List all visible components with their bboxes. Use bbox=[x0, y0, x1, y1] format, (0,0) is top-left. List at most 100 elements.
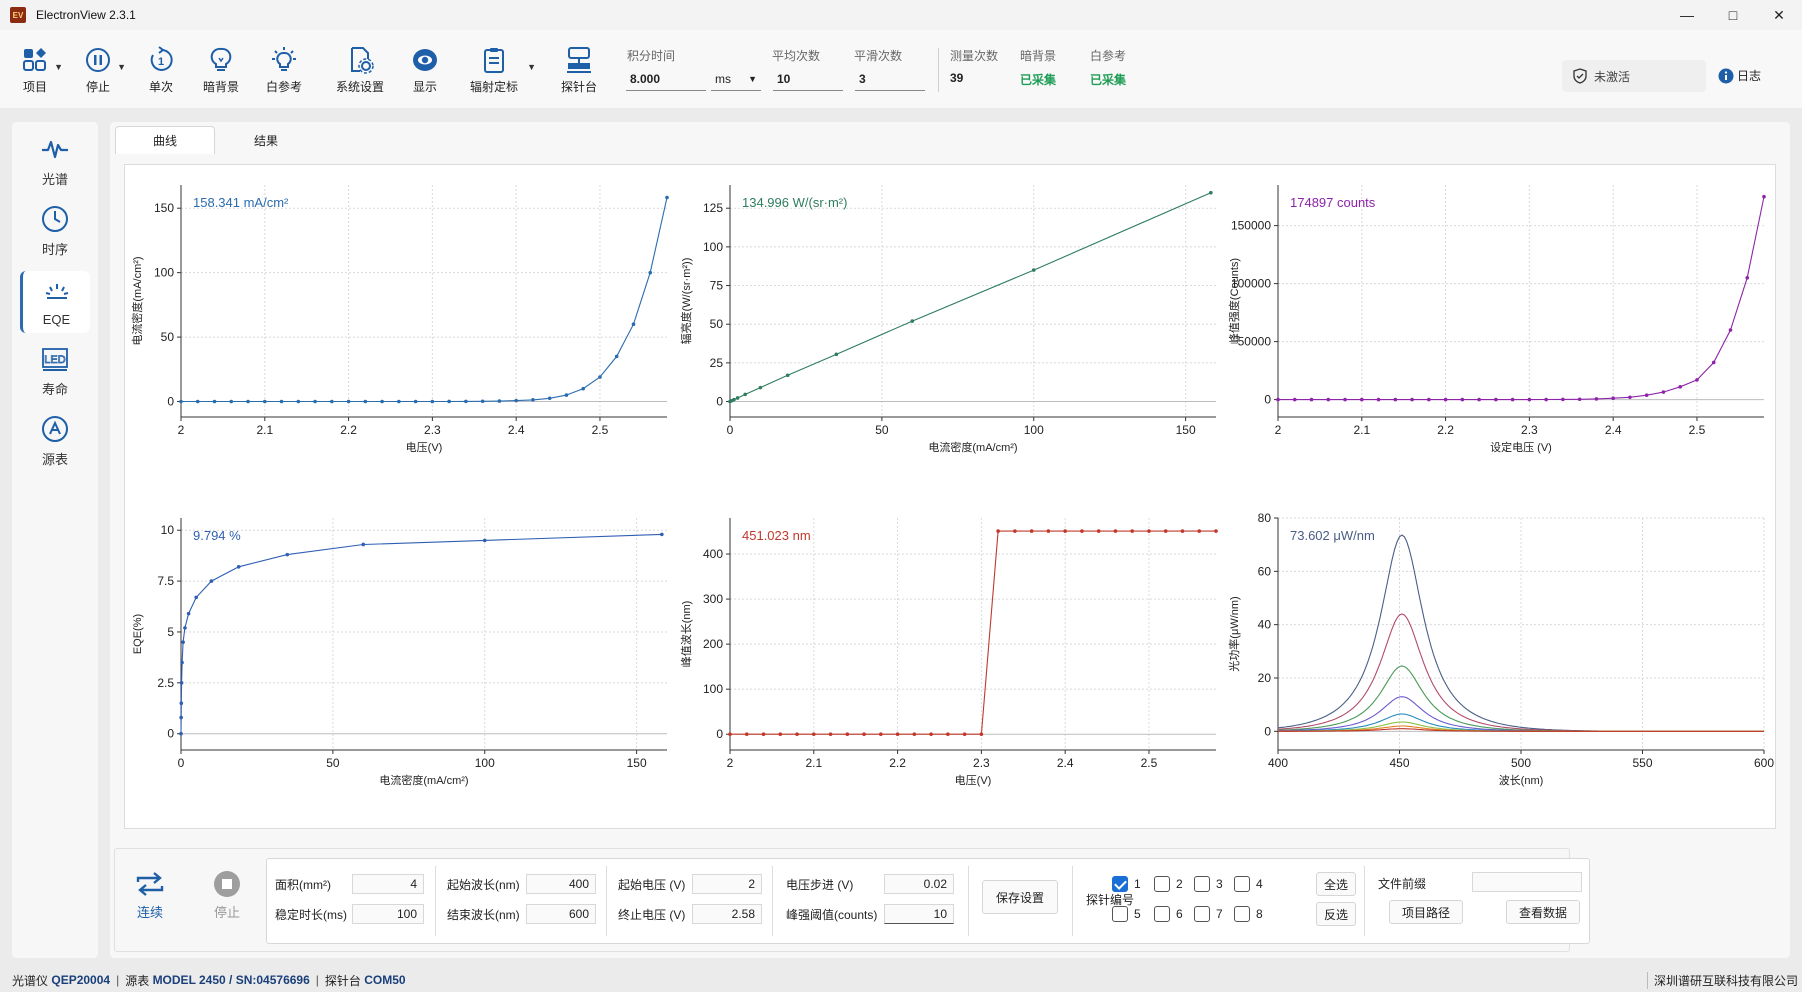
y-tick-label: 20 bbox=[1258, 671, 1272, 685]
area-input[interactable]: 4 bbox=[352, 874, 424, 894]
radiometric-calibration-button[interactable]: 辐射定标 ▼ bbox=[464, 46, 536, 95]
probe-checkbox-6[interactable] bbox=[1154, 906, 1170, 922]
value-readout: 9.794 % bbox=[193, 528, 241, 543]
probe-checkbox-3[interactable] bbox=[1194, 876, 1210, 892]
chart-optical-power[interactable]: 400 450 500 550 600 0 20 40 60 80 波长(nm) 光功率(μW/nm)… bbox=[1226, 506, 1776, 836]
integration-unit-select[interactable]: ms ▼ bbox=[711, 67, 761, 91]
x-tick-label: 2.3 bbox=[424, 423, 441, 437]
spectrometer-value: QEP20004 bbox=[51, 973, 111, 987]
single-button[interactable]: 1 单次 bbox=[131, 46, 191, 95]
data-point bbox=[464, 399, 468, 404]
start-wavelength-input[interactable]: 400 bbox=[526, 874, 596, 894]
series-line bbox=[1278, 728, 1764, 732]
system-settings-button[interactable]: 系统设置 bbox=[330, 46, 390, 95]
chart-eqe[interactable]: 0 50 100 150 0 2.5 5 7.5 10 电流密度(mA/cm²) EQE(%) 9.7… bbox=[129, 506, 679, 836]
parameter-group bbox=[266, 858, 1590, 944]
probe-checkbox-5[interactable] bbox=[1112, 906, 1128, 922]
stop-button[interactable]: 停止 ▼ bbox=[68, 46, 128, 95]
select-all-button[interactable]: 全选 bbox=[1316, 872, 1356, 896]
source-meter-icon bbox=[42, 415, 68, 442]
stable-time-input[interactable]: 100 bbox=[352, 904, 424, 924]
display-button[interactable]: 显示 bbox=[395, 46, 455, 95]
probe-checkbox-8[interactable] bbox=[1234, 906, 1250, 922]
invert-selection-button[interactable]: 反选 bbox=[1316, 902, 1356, 926]
data-point bbox=[564, 393, 569, 397]
peak-threshold-input[interactable]: 10 bbox=[884, 904, 954, 924]
probe-station-status-label: 探针台 bbox=[324, 973, 361, 988]
y-tick-label: 40 bbox=[1258, 618, 1272, 632]
data-point bbox=[1494, 397, 1498, 402]
data-point bbox=[1163, 529, 1168, 533]
tab-label: 曲线 bbox=[152, 134, 177, 148]
continuous-button[interactable]: 连续 bbox=[130, 870, 170, 921]
value-readout: 134.996 W/(sr·m²) bbox=[742, 195, 847, 210]
probe-station-button[interactable]: 探针台 bbox=[549, 46, 609, 95]
x-tick-label: 400 bbox=[1268, 756, 1288, 770]
series-line bbox=[1277, 534, 1764, 732]
stable-time-label: 稳定时长(ms) bbox=[275, 908, 347, 922]
value-readout: 451.023 nm bbox=[742, 528, 811, 543]
continuous-label: 连续 bbox=[136, 905, 163, 920]
probe-checkbox-1[interactable] bbox=[1112, 876, 1128, 892]
view-data-button[interactable]: 查看数据 bbox=[1506, 900, 1580, 924]
maximize-button[interactable]: □ bbox=[1728, 7, 1738, 23]
save-settings-button[interactable]: 保存设置 bbox=[982, 880, 1058, 914]
main-panel: 曲线 结果 2 2.1 2.2 2.3 2.4 2.5 0 50 100 150 电压(V) 电流密度… bbox=[110, 122, 1790, 958]
probe-checkbox-4[interactable] bbox=[1234, 876, 1250, 892]
data-point bbox=[1276, 397, 1280, 402]
data-point bbox=[631, 322, 636, 326]
project-button[interactable]: 项目 ▼ bbox=[5, 46, 65, 95]
nav-item-spectrum[interactable]: 光谱 bbox=[20, 130, 90, 192]
dark-background-button[interactable]: 暗背景 bbox=[191, 46, 251, 95]
chart-current-density[interactable]: 2 2.1 2.2 2.3 2.4 2.5 0 50 100 150 电压(V) 电流密度(mA/cm… bbox=[129, 173, 679, 503]
view-data-label: 查看数据 bbox=[1518, 905, 1567, 920]
data-point bbox=[581, 386, 586, 391]
status-separator: | bbox=[116, 973, 120, 987]
stop-measure-button[interactable]: 停止 bbox=[207, 870, 247, 921]
voltage-step-input[interactable]: 0.02 bbox=[884, 874, 954, 894]
data-point bbox=[744, 732, 749, 737]
start-voltage-input[interactable]: 2 bbox=[692, 874, 762, 894]
y-tick-label: 100 bbox=[703, 240, 723, 254]
nav-item-lifetime[interactable]: LED 寿命 bbox=[20, 340, 90, 402]
probe-checkbox-2[interactable] bbox=[1154, 876, 1170, 892]
data-point bbox=[1147, 529, 1151, 533]
stop-measure-label: 停止 bbox=[213, 905, 240, 920]
chart-peak-wavelength[interactable]: 2 2.1 2.2 2.3 2.4 2.5 0 100 200 300 400 电压(V) 峰值波长(n… bbox=[678, 506, 1228, 836]
nav-item-timing[interactable]: 时序 bbox=[20, 200, 90, 262]
integration-time-input[interactable] bbox=[626, 67, 706, 91]
white-reference-button[interactable]: 白参考 bbox=[254, 46, 314, 95]
data-point bbox=[179, 701, 184, 705]
data-point bbox=[648, 270, 653, 275]
x-tick-label: 2.3 bbox=[973, 756, 990, 770]
bulb-on-icon bbox=[272, 47, 296, 71]
display-label: 显示 bbox=[412, 80, 437, 94]
end-wavelength-input[interactable]: 600 bbox=[526, 904, 596, 924]
chart-peak-intensity[interactable]: 2 2.1 2.2 2.3 2.4 2.5 0 50000 100000 150000 设定电压 (… bbox=[1226, 173, 1776, 503]
chevron-down-icon: ▼ bbox=[527, 62, 536, 72]
data-point bbox=[1661, 390, 1666, 394]
x-axis-label: 电压(V) bbox=[955, 774, 992, 787]
nav-item-source-meter[interactable]: 源表 bbox=[20, 410, 90, 472]
smooth-count-input[interactable] bbox=[855, 67, 925, 91]
license-status[interactable]: 未激活 bbox=[1562, 60, 1706, 92]
data-point bbox=[946, 732, 950, 737]
x-tick-label: 2.4 bbox=[508, 423, 525, 437]
end-voltage-input[interactable]: 2.58 bbox=[692, 904, 762, 924]
data-point bbox=[195, 399, 200, 404]
nav-item-eqe[interactable]: EQE bbox=[20, 271, 90, 333]
data-point bbox=[795, 732, 799, 737]
shield-icon bbox=[1573, 68, 1587, 84]
tab-curves[interactable]: 曲线 bbox=[115, 126, 215, 154]
x-axis-label: 设定电压 (V) bbox=[1490, 440, 1552, 454]
file-prefix-input[interactable] bbox=[1472, 872, 1582, 892]
log-button[interactable]: 日志 bbox=[1718, 67, 1761, 84]
minimize-button[interactable]: — bbox=[1680, 7, 1694, 23]
average-count-input[interactable] bbox=[773, 67, 843, 91]
data-point bbox=[1130, 529, 1135, 533]
probe-checkbox-7[interactable] bbox=[1194, 906, 1210, 922]
close-button[interactable]: ✕ bbox=[1773, 6, 1785, 23]
project-path-button[interactable]: 项目路径 bbox=[1389, 900, 1463, 924]
tab-results[interactable]: 结果 bbox=[216, 126, 316, 154]
chart-radiance[interactable]: 0 50 100 150 0 25 50 75 100 125 电流密度(mA/cm²) 辐亮度(W/… bbox=[678, 173, 1228, 503]
